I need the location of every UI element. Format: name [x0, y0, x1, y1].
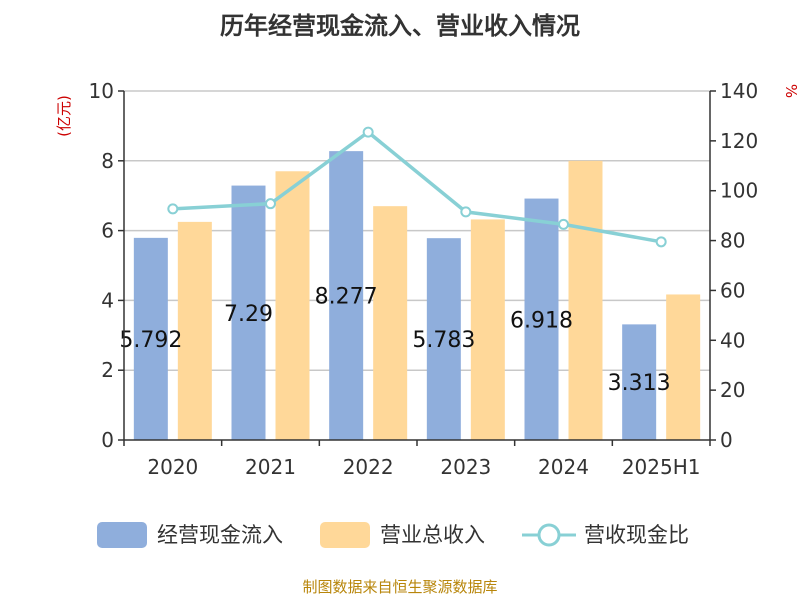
bar-revenue: [568, 160, 603, 441]
bars: [133, 151, 701, 441]
bar-cash-inflow: [231, 185, 266, 440]
y-left-tick-label: 6: [101, 219, 114, 243]
y-left-axis-label: (亿元): [55, 95, 73, 137]
y-right-tick-label: 20: [720, 378, 745, 402]
data-labels: 5.792 7.29 8.277 5.783 6.918 3.313: [119, 285, 670, 397]
ratio-line-path: [172, 129, 662, 244]
chart-title: 历年经营现金流入、营业收入情况: [220, 12, 580, 40]
ratio-point: [655, 236, 667, 248]
y-left-tick-label: 8: [101, 149, 114, 173]
legend-label-ratio: 营收现金比: [584, 523, 689, 547]
y-right-tick-label: 100: [720, 179, 758, 203]
grid-lines: [124, 90, 710, 371]
data-label-cash-inflow: 3.313: [608, 371, 671, 396]
ratio-point: [265, 198, 276, 210]
y-right-tick-label: 140: [720, 79, 758, 103]
y-left-tick-label: 10: [89, 79, 114, 103]
bar-revenue: [666, 294, 701, 440]
bar-cash-inflow: [329, 151, 364, 441]
source-footer: 制图数据来自恒生聚源数据库: [302, 578, 497, 596]
legend-label-revenue: 营业总收入: [380, 523, 485, 547]
bar-revenue: [177, 221, 212, 440]
ratio-point: [460, 206, 472, 218]
y-right-tick-label: 120: [720, 129, 758, 153]
y-right-tick-label: 80: [720, 229, 745, 253]
legend: 经营现金流入 营业总收入 营收现金比: [97, 522, 689, 548]
ratio-point: [558, 218, 569, 230]
x-tick-label: 2020: [147, 455, 198, 479]
data-label-cash-inflow: 5.792: [119, 328, 182, 353]
bar-cash-inflow: [133, 237, 168, 440]
x-tick-label: 2022: [343, 455, 394, 479]
y-right-axis-label: %: [782, 84, 800, 98]
data-label-cash-inflow: 6.918: [510, 308, 573, 333]
bar-revenue: [275, 171, 310, 440]
y-left-tick-label: 4: [101, 288, 114, 312]
y-left-tick-label: 2: [101, 358, 114, 382]
bar-revenue: [470, 219, 505, 440]
data-label-cash-inflow: 5.783: [412, 328, 475, 353]
y-right-tick-label: 40: [720, 328, 745, 352]
bar-revenue: [373, 206, 408, 440]
legend-marker-ratio: [537, 523, 561, 547]
data-label-cash-inflow: 8.277: [315, 285, 378, 310]
legend-label-cash-inflow: 经营现金流入: [157, 523, 283, 547]
ratio-line: [167, 126, 667, 248]
legend-swatch-cash-inflow: [97, 522, 147, 548]
x-tick-label: 2023: [440, 455, 491, 479]
data-label-cash-inflow: 7.29: [224, 302, 273, 327]
bar-cash-inflow: [426, 238, 461, 440]
y-left-tick-label: 0: [101, 428, 114, 452]
ratio-point: [362, 126, 374, 138]
y-right-tick-label: 0: [720, 428, 733, 452]
ratio-point: [167, 203, 179, 215]
x-tick-label: 2021: [245, 455, 296, 479]
y-right-tick-label: 60: [720, 278, 745, 302]
bar-cash-inflow: [524, 198, 559, 440]
x-tick-label: 2024: [538, 455, 589, 479]
x-tick-label: 2025H1: [622, 455, 701, 479]
bar-cash-inflow: [622, 324, 657, 440]
legend-swatch-revenue: [320, 522, 370, 548]
